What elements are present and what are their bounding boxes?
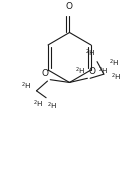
Text: $^{2}$H: $^{2}$H [21,81,31,92]
Text: $^{2}$H: $^{2}$H [75,66,85,77]
Text: $^{2}$H: $^{2}$H [109,57,120,69]
Text: O: O [66,2,73,11]
Text: $^{2}$H: $^{2}$H [85,48,96,59]
Text: $^{2}$H: $^{2}$H [33,99,43,110]
Text: $^{2}$H: $^{2}$H [111,71,121,83]
Text: $^{2}$H: $^{2}$H [48,100,58,112]
Text: O: O [42,69,49,78]
Text: $^{2}$H: $^{2}$H [98,66,108,77]
Text: O: O [89,67,96,76]
